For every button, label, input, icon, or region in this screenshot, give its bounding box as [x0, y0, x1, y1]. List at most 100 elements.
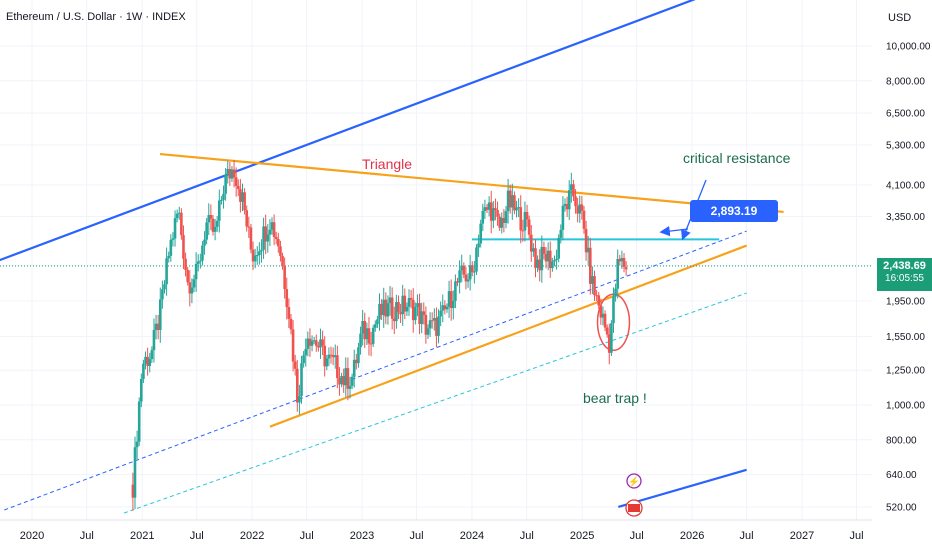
- candle-body: [373, 324, 377, 328]
- candle-body: [133, 447, 137, 498]
- trendline-blue-channel-lower: [618, 468, 747, 509]
- candle-body: [251, 249, 255, 262]
- candle-body: [439, 310, 442, 317]
- candle-body: [523, 211, 527, 231]
- candle-body: [513, 195, 516, 211]
- candle-body: [298, 396, 301, 403]
- candle-body: [234, 177, 238, 187]
- candle-body: [624, 267, 628, 270]
- candle-body: [367, 328, 371, 344]
- candle-body: [430, 320, 434, 322]
- candle-body: [167, 255, 171, 259]
- candle-body: [319, 339, 322, 348]
- candle-body: [224, 174, 227, 194]
- candle-body: [403, 295, 407, 312]
- x-tick-label: 2026: [680, 530, 704, 542]
- lightning-event-icon: [626, 473, 642, 489]
- x-tick-label: 2023: [350, 530, 374, 542]
- candle-body: [411, 299, 415, 321]
- candle-body: [563, 203, 567, 206]
- candle-body: [213, 226, 217, 232]
- candle-body: [209, 215, 213, 219]
- candle-body: [414, 306, 417, 321]
- candle-body: [266, 234, 270, 242]
- trendline-triangle-bottom: [269, 244, 747, 428]
- candle-body: [595, 295, 598, 297]
- candle-body: [148, 359, 152, 366]
- candle-body: [473, 271, 476, 273]
- y-tick-label: 1,550.00: [886, 332, 925, 343]
- candle-body: [190, 287, 194, 294]
- candle-body: [591, 276, 594, 284]
- candle-body: [532, 248, 535, 252]
- candle-body: [258, 251, 261, 256]
- candle-body: [390, 297, 394, 319]
- candle-body: [350, 376, 354, 386]
- candle-body: [388, 297, 392, 304]
- currency-label[interactable]: USD: [888, 12, 912, 24]
- candle-body: [306, 338, 310, 349]
- candle-body: [291, 329, 295, 362]
- candle-body: [479, 223, 482, 244]
- candle-body: [481, 210, 485, 224]
- candle-body: [277, 239, 280, 247]
- candle-body: [529, 234, 533, 252]
- candle-body: [401, 295, 404, 315]
- candle-body: [616, 258, 620, 289]
- y-tick-label: 640.00: [886, 470, 917, 481]
- candle-body: [329, 354, 333, 356]
- x-tick-label: 2021: [130, 530, 154, 542]
- y-tick-label: 6,500.00: [886, 109, 925, 120]
- candle-body: [293, 361, 297, 369]
- candle-body: [241, 192, 244, 202]
- candle-body: [540, 246, 544, 271]
- candle-body: [323, 345, 327, 367]
- candle-body: [289, 318, 293, 330]
- candle-body: [433, 318, 436, 321]
- candle-body: [496, 210, 499, 217]
- candle-body: [454, 281, 457, 301]
- candle-body: [161, 289, 164, 300]
- candle-body: [612, 296, 615, 324]
- candle-body: [395, 302, 398, 322]
- candle-body: [302, 355, 305, 364]
- candle-body: [352, 359, 356, 377]
- candle-body: [405, 306, 409, 312]
- candle-body: [447, 291, 451, 307]
- candle-body: [420, 311, 423, 324]
- candle-body: [338, 378, 341, 384]
- candle-body: [525, 211, 529, 220]
- candle-body: [483, 207, 487, 211]
- candle-body: [392, 318, 396, 322]
- candle-body: [582, 210, 586, 229]
- candle-body: [576, 206, 579, 214]
- candle-body: [548, 250, 552, 269]
- candle-body: [409, 297, 413, 300]
- candle-body: [536, 259, 539, 268]
- candle-body: [158, 299, 162, 330]
- candle-body: [527, 219, 531, 235]
- x-tick-label: Jul: [80, 530, 94, 542]
- current-price-badge: 2,438.69 16:05:55: [877, 258, 932, 291]
- candle-body: [557, 237, 560, 259]
- candle-body: [361, 320, 364, 334]
- candle-body: [470, 265, 474, 273]
- candle-body: [169, 239, 173, 256]
- candle-body: [274, 237, 278, 240]
- candle-body: [610, 323, 613, 353]
- candle-body: [477, 243, 480, 248]
- chart-title: Ethereum / U.S. Dollar · 1W · INDEX: [6, 11, 186, 23]
- candle-body: [386, 303, 390, 317]
- candle-body: [580, 204, 584, 211]
- candle-body: [175, 213, 179, 219]
- candle-body: [249, 227, 253, 250]
- candle-body: [378, 303, 381, 320]
- x-tick-label: 2020: [20, 530, 44, 542]
- candle-body: [232, 169, 236, 178]
- candle-body: [239, 189, 242, 202]
- candle-body: [340, 376, 343, 384]
- candle-body: [243, 192, 246, 211]
- candle-body: [247, 226, 251, 228]
- x-tick-label: Jul: [740, 530, 754, 542]
